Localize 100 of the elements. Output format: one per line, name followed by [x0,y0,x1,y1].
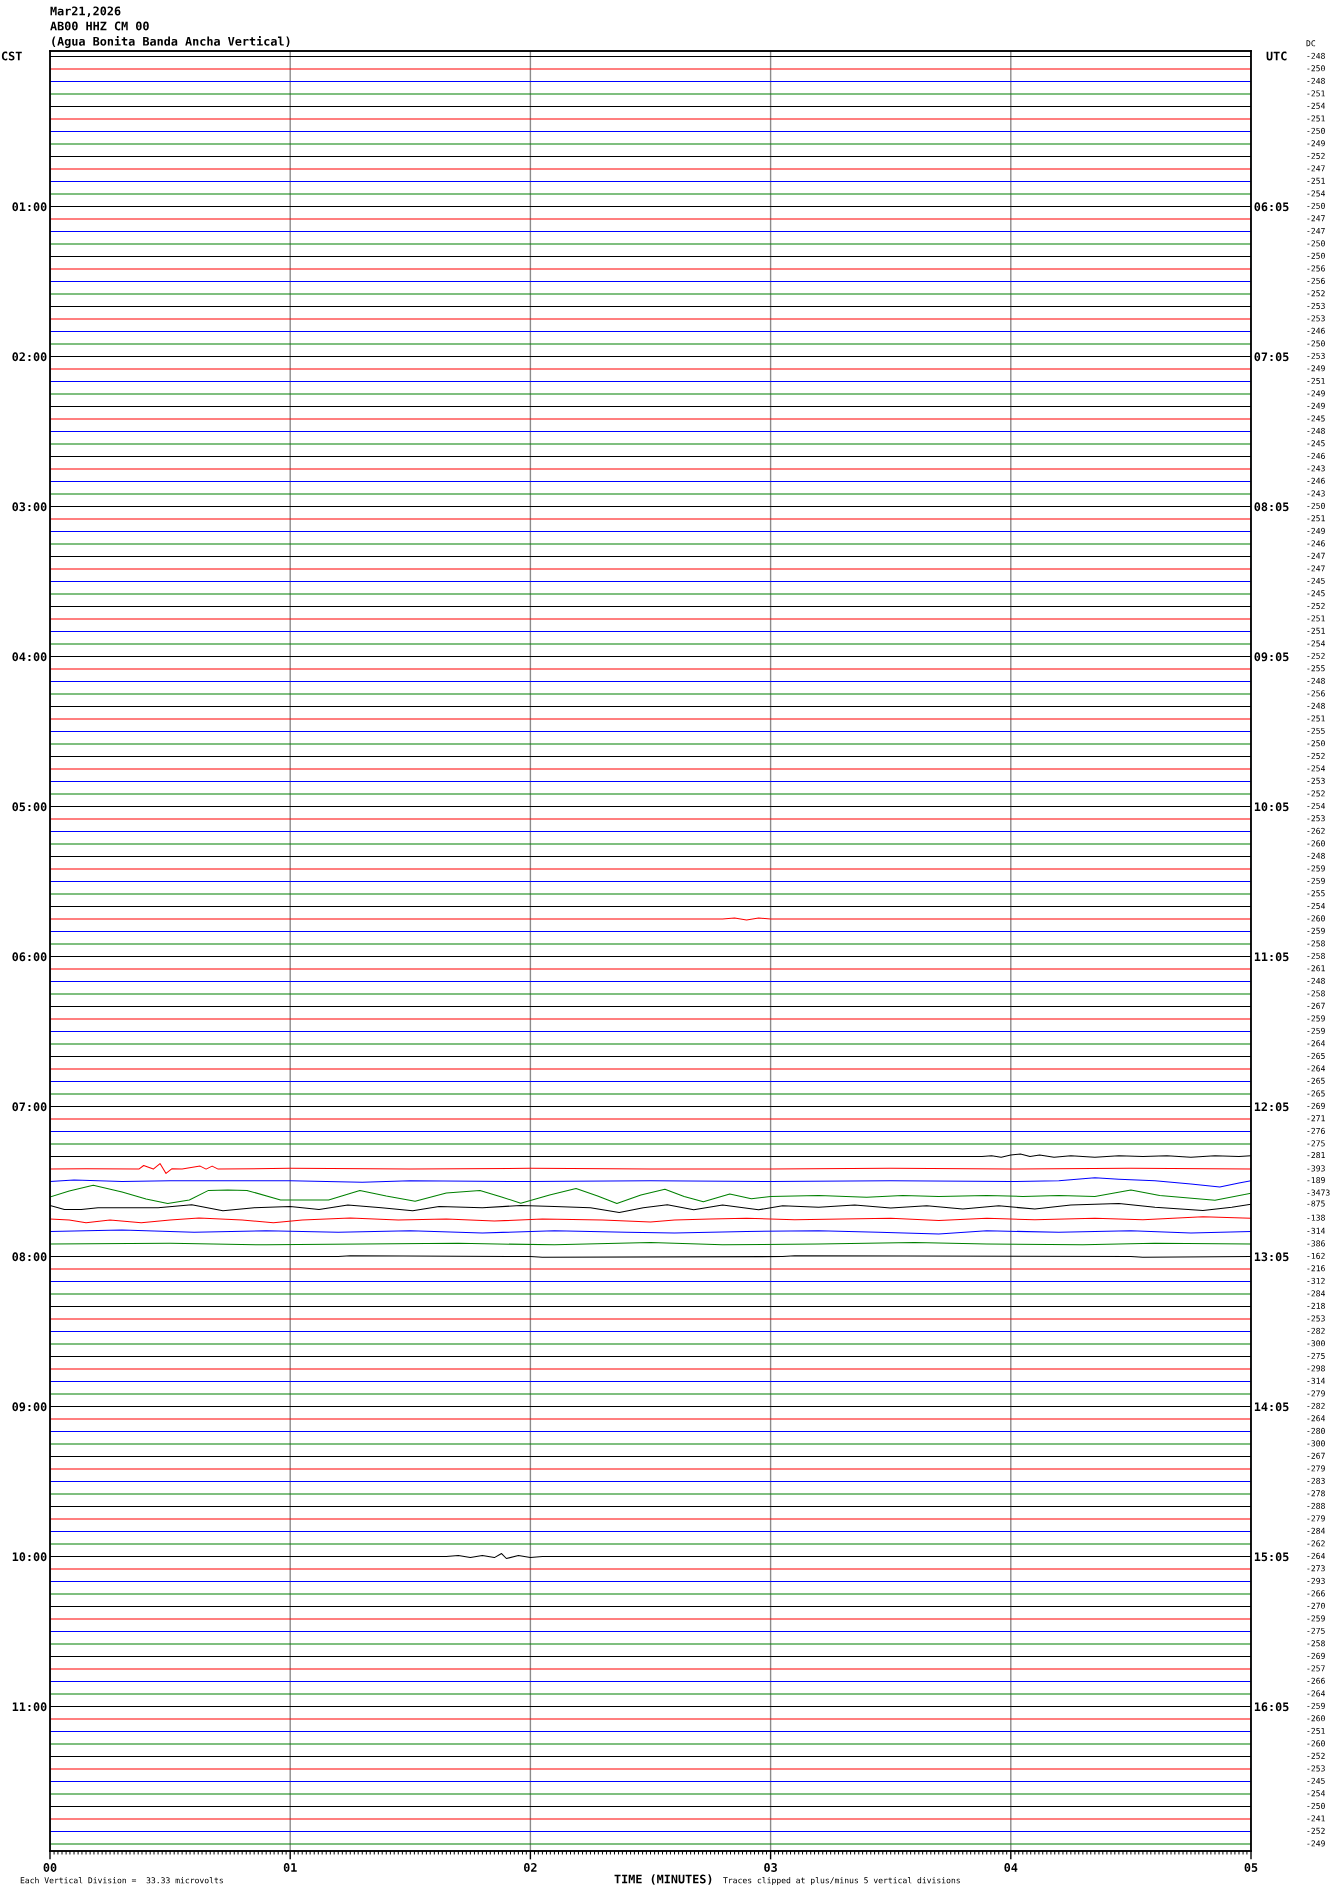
y2-axis-title: UTC [1266,51,1287,61]
text: -248 [1307,77,1325,84]
text: -250 [1307,127,1325,134]
text: -254 [1307,765,1326,772]
text: -280 [1307,1427,1325,1434]
text: -259 [1307,1615,1325,1622]
y-tick-label: 09:00 [12,1402,47,1412]
text: -269 [1307,1102,1325,1109]
x-tick-label: 05 [1244,1863,1258,1872]
y2-tick-label: 16:05 [1254,1702,1289,1712]
text: -250 [1307,340,1325,347]
text: -262 [1307,1540,1325,1547]
text: -248 [1307,677,1325,684]
x-tick-label: 04 [1004,1863,1018,1872]
text: -250 [1307,240,1325,247]
y-tick-label: 03:00 [12,502,47,512]
text: -248 [1307,52,1325,59]
text: -293 [1307,1577,1325,1584]
y2-tick-label: 14:05 [1254,1402,1289,1412]
text: -264 [1307,1040,1326,1047]
y2-tick-label: 10:05 [1254,802,1289,812]
text: -259 [1307,1015,1325,1022]
text: -260 [1307,840,1325,847]
text: -259 [1307,927,1325,934]
text: -262 [1307,827,1325,834]
text: -254 [1307,1790,1326,1797]
x-axis-title: TIME (MINUTES) [614,1874,712,1885]
text: -255 [1307,890,1325,897]
text: -298 [1307,1365,1325,1372]
text: -249 [1307,365,1325,372]
text: -260 [1307,1740,1325,1747]
text: -314 [1307,1377,1326,1384]
text: -276 [1307,1127,1325,1134]
text: -245 [1307,590,1325,597]
y2-tick-label: 07:05 [1254,352,1289,362]
text: -247 [1307,552,1325,559]
text: -251 [1307,627,1325,634]
text: -279 [1307,1465,1325,1472]
line-series [50,1216,1251,1224]
text: -251 [1307,1727,1325,1734]
y2-tick-label: 15:05 [1254,1552,1289,1562]
text: -253 [1307,315,1325,322]
text: -254 [1307,640,1326,647]
text: -266 [1307,1677,1325,1684]
text: -251 [1307,515,1325,522]
text: -265 [1307,1090,1325,1097]
text: -300 [1307,1340,1325,1347]
text: -252 [1307,752,1325,759]
text: -253 [1307,1315,1325,1322]
x-tick-label: 02 [524,1863,537,1872]
text: -251 [1307,90,1325,97]
text: -218 [1307,1302,1325,1309]
y-tick-label: 08:00 [12,1252,47,1262]
text: -279 [1307,1515,1325,1522]
y2-tick-label: 11:05 [1254,952,1289,962]
text: -266 [1307,1590,1325,1597]
x-tick-label: 00 [43,1863,57,1872]
text: -252 [1307,602,1325,609]
text: -251 [1307,177,1325,184]
y2-tick-label: 08:05 [1254,502,1289,512]
text: -259 [1307,1027,1325,1034]
text: -270 [1307,1602,1325,1609]
text: -265 [1307,1077,1325,1084]
y-tick-label: 06:00 [12,952,47,962]
text: -245 [1307,415,1325,422]
text: -253 [1307,352,1325,359]
text: -267 [1307,1452,1325,1459]
text: -189 [1307,1177,1325,1184]
text: -253 [1307,815,1325,822]
y2-tick-label: 06:05 [1254,202,1289,212]
text: -275 [1307,1627,1325,1634]
text: -246 [1307,327,1325,334]
text: -275 [1307,1140,1325,1147]
y2-tick-label: 12:05 [1254,1102,1289,1112]
text: -256 [1307,690,1325,697]
text: -251 [1307,615,1325,622]
text: -252 [1307,290,1325,297]
text: -247 [1307,165,1325,172]
text: -267 [1307,1002,1325,1009]
text: -248 [1307,702,1325,709]
text: Each Vertical Division = 33.33 microvolts [20,1877,223,1884]
text: -254 [1307,802,1326,809]
text: -279 [1307,1390,1325,1397]
text: -250 [1307,202,1325,209]
text: -248 [1307,852,1325,859]
y-tick-label: 07:00 [12,1102,47,1112]
y-tick-label: 04:00 [12,652,47,662]
text: -265 [1307,1052,1325,1059]
text: -256 [1307,277,1325,284]
text: -284 [1307,1527,1326,1534]
text: -162 [1307,1252,1325,1259]
text: -250 [1307,252,1325,259]
text: -252 [1307,1827,1325,1834]
text: -251 [1307,715,1325,722]
text: -243 [1307,465,1325,472]
text: -261 [1307,965,1325,972]
text: -260 [1307,915,1325,922]
text: -216 [1307,1265,1325,1272]
text: -247 [1307,565,1325,572]
text: -252 [1307,652,1325,659]
